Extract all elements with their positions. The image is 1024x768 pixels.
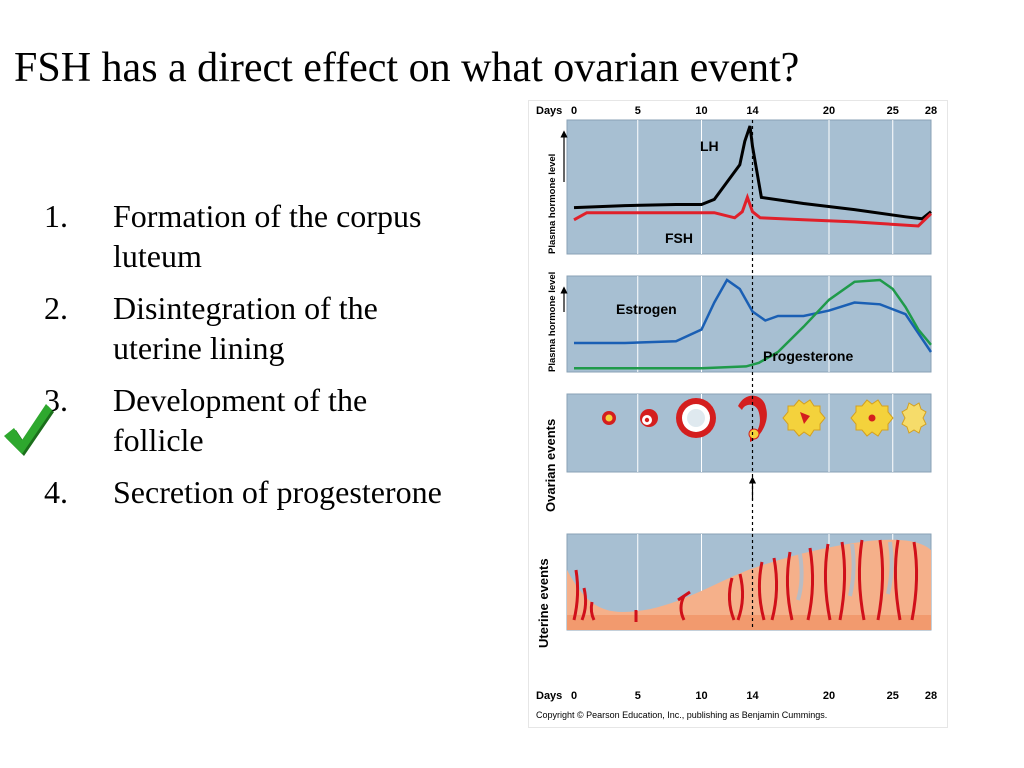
panel2-ylabel: Plasma hormone level [547,272,558,372]
uterine-events-label: Uterine events [536,558,551,648]
fsh-curve [573,192,933,228]
panel1-ylabel: Plasma hormone level [547,154,558,254]
answer-option-2[interactable]: 2. Disintegration of the uterine lining [44,288,464,368]
day-bottom-tick-0: 0 [571,690,577,702]
answer-number: 2. [44,290,68,326]
answer-text: Secretion of progesterone [113,474,442,510]
day-top-tick-25: 25 [887,105,899,117]
estrogen-curve [574,278,933,353]
day-bottom-tick-5: 5 [635,690,641,702]
ovarian-hormone-panel [566,275,932,373]
lh-curve [573,125,932,221]
day-axis-top: 0 5 10 14 20 25 28 [571,105,937,117]
day-top-tick-5: 5 [635,105,641,117]
lh-label: LH [700,138,719,154]
day-axis-bottom: 0 5 10 14 20 25 28 [571,690,937,702]
days-label-top: Days [536,105,562,117]
day-top-tick-0: 0 [571,105,577,117]
answer-text: Development of the follicle [113,382,368,458]
answer-option-1[interactable]: 1. Formation of the corpus luteum [44,196,464,276]
day-top-tick-14: 14 [746,105,759,117]
answer-number: 1. [44,198,68,234]
day-top-tick-10: 10 [695,105,707,117]
answer-list: 1. Formation of the corpus luteum 2. Dis… [44,196,464,524]
day-bottom-tick-28: 28 [925,690,937,702]
page-title: FSH has a direct effect on what ovarian … [14,45,800,91]
answer-option-4[interactable]: 4. Secretion of progesterone [44,472,464,512]
progesterone-curve [574,278,932,370]
progesterone-label: Progesterone [763,348,853,364]
day-bottom-tick-14: 14 [746,690,759,702]
day-top-tick-28: 28 [925,105,937,117]
day-top-tick-20: 20 [823,105,835,117]
ovarian-events-label: Ovarian events [543,419,558,512]
follicle-development-illustration [602,395,927,442]
answer-number: 4. [44,474,68,510]
day-bottom-tick-25: 25 [887,690,899,702]
gonadotropin-panel [566,119,932,255]
day-bottom-tick-20: 20 [823,690,835,702]
days-label-bottom: Days [536,690,562,702]
endometrium-illustration [567,539,931,630]
day-bottom-tick-10: 10 [695,690,707,702]
answer-option-3[interactable]: 3. Development of the follicle [44,380,464,460]
copyright-text: Copyright © Pearson Education, Inc., pub… [536,710,827,720]
answer-text: Disintegration of the uterine lining [113,290,378,366]
answer-text: Formation of the corpus luteum [113,198,422,274]
estrogen-label: Estrogen [616,301,677,317]
checkmark-icon [4,404,54,456]
fsh-label: FSH [665,230,693,246]
menstrual-cycle-figure: Days 0 5 10 14 20 25 28 0 5 10 14 20 25 28 Days [528,100,948,728]
